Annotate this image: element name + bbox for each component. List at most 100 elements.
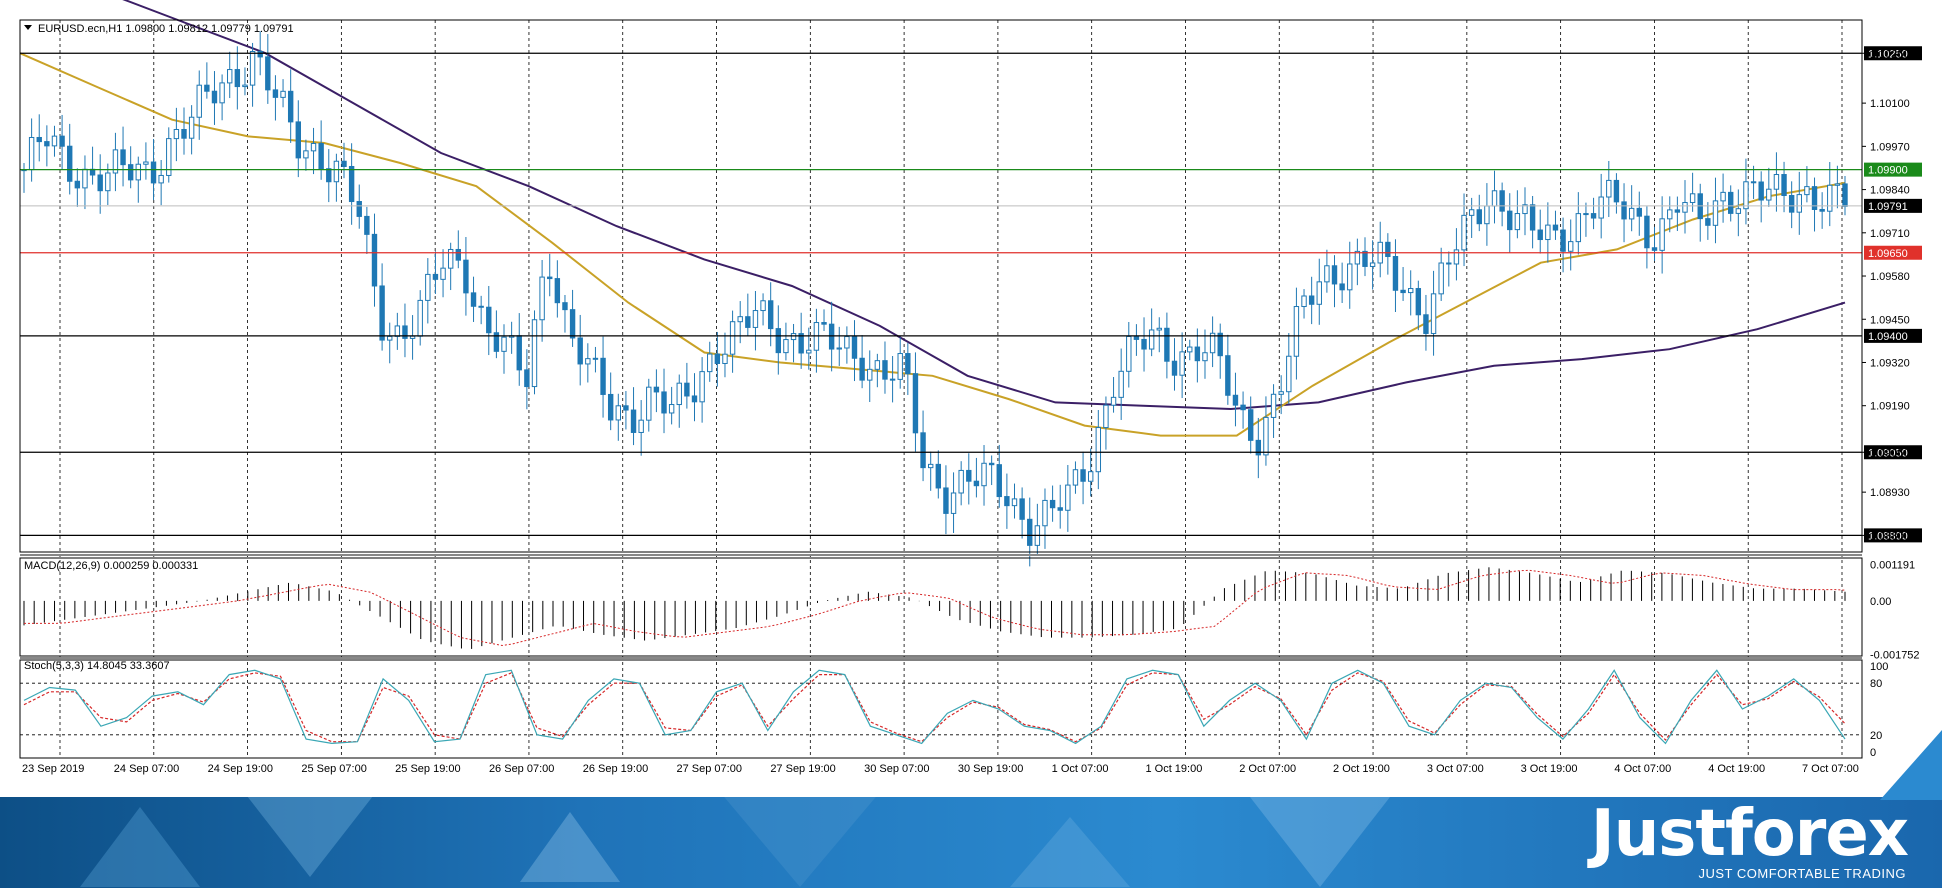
banner-shape <box>1250 797 1390 887</box>
candle-bull <box>1514 213 1521 231</box>
y-tick-label: 1.09450 <box>1870 314 1910 326</box>
candle-bull <box>1278 391 1284 395</box>
candle-bull <box>676 382 682 406</box>
candle-bear <box>120 149 126 166</box>
candle-bear <box>905 353 911 375</box>
candle-bull <box>897 353 903 380</box>
candle-bull <box>790 333 797 341</box>
candle-bull <box>166 138 172 176</box>
candle-bear <box>943 487 949 514</box>
candle-bull <box>836 347 842 350</box>
panel-frames <box>19 19 1863 759</box>
candle-bull <box>531 319 538 388</box>
candle-bear <box>623 405 629 411</box>
candle-bull <box>105 172 111 192</box>
x-tick-label: 27 Sep 07:00 <box>677 763 742 775</box>
axes: 23 Sep 2019 24 Sep 07:00 24 Sep 19:00 25 Se… <box>22 48 1910 775</box>
candle-bull <box>409 335 416 339</box>
level-price-text: 1.09050 <box>1868 447 1908 459</box>
candle-bull <box>1347 263 1353 291</box>
candle-bull <box>1545 224 1551 241</box>
candle-bull <box>1804 186 1810 196</box>
candle-bear <box>554 278 561 304</box>
x-tick-label: 1 Oct 07:00 <box>1052 763 1109 775</box>
candle-bear <box>318 142 324 170</box>
candle-bear <box>234 69 241 88</box>
candle-bear <box>1141 338 1147 350</box>
candle-bear <box>1400 289 1406 294</box>
candle-bear <box>973 480 980 487</box>
candle-bear <box>988 462 995 466</box>
y-tick-label: 1.09320 <box>1870 357 1910 369</box>
x-tick-label: 2 Oct 19:00 <box>1333 763 1390 775</box>
candle-bull <box>135 163 141 181</box>
candle-bear <box>1560 229 1566 252</box>
x-tick-label: 30 Sep 07:00 <box>864 763 929 775</box>
candle-bull <box>729 321 736 355</box>
level-price-tag <box>1864 328 1922 343</box>
candle-bull <box>227 69 233 84</box>
candle-bull <box>1468 209 1475 216</box>
candle-bull <box>173 128 180 140</box>
candle-bull <box>844 336 850 349</box>
candle-bull <box>1156 327 1162 331</box>
candle-bull <box>280 90 286 98</box>
candle-bear <box>577 337 583 365</box>
candle-bull <box>1110 396 1117 406</box>
candle-bull <box>447 248 454 269</box>
candle-bull <box>1598 196 1604 219</box>
corner-accent <box>1880 730 1942 800</box>
collapse-triangle-icon[interactable] <box>24 25 32 30</box>
level-price-text: 1.09400 <box>1868 331 1908 343</box>
candle-bull <box>1148 329 1155 350</box>
candle-bull <box>219 82 225 104</box>
macd-y-tick-label: 0.001191 <box>1870 559 1915 571</box>
candle-bear <box>912 373 919 434</box>
y-tick-label: 1.09190 <box>1870 401 1910 413</box>
candle-bull <box>1126 335 1132 372</box>
candle-bear <box>516 335 522 371</box>
candle-bear <box>828 323 835 350</box>
y-tick-label: 1.09050 <box>1870 447 1910 459</box>
candle-bear <box>478 305 484 308</box>
banner-shape <box>240 797 380 877</box>
candle-bull <box>874 360 881 370</box>
candle-bear <box>920 432 926 469</box>
candle-bear <box>364 215 370 235</box>
candle-bull <box>1118 370 1124 398</box>
candle-bull <box>1453 249 1460 265</box>
candle-bear <box>348 165 355 203</box>
level-price-tag <box>1864 46 1922 61</box>
candle-bear <box>272 89 279 98</box>
candle-bull <box>707 353 713 373</box>
candle-bull <box>1766 188 1772 201</box>
candle-bear <box>1819 208 1825 212</box>
candle-bull <box>1568 241 1574 252</box>
candle-bull <box>1316 281 1322 305</box>
y-tick-label: 1.09580 <box>1870 271 1910 283</box>
candle-bear <box>889 378 896 381</box>
candle-bull <box>1293 306 1300 357</box>
candle-bull <box>760 300 766 312</box>
candle-bear <box>1019 498 1025 520</box>
candle-bear <box>1133 335 1140 340</box>
candle-bull <box>1011 498 1018 507</box>
candle-bear <box>851 336 858 359</box>
candle-bull <box>394 325 401 337</box>
candle-bear <box>1552 224 1559 231</box>
level-price-text: 1.09900 <box>1868 165 1908 177</box>
level-price-tag <box>1864 445 1922 460</box>
candle-bear <box>524 369 530 388</box>
y-tick-label: 1.09840 <box>1870 185 1910 197</box>
candle-bull <box>1484 205 1490 225</box>
level-price-tag <box>1864 162 1922 177</box>
stoch-y-tick-label: 0 <box>1870 747 1876 759</box>
candle-bear <box>1644 215 1650 249</box>
x-tick-label: 2 Oct 07:00 <box>1239 763 1296 775</box>
candle-bull <box>425 273 431 301</box>
stoch-y-tick-label: 80 <box>1870 678 1882 690</box>
candle-bear <box>569 309 576 339</box>
candle-bear <box>1651 247 1658 251</box>
candle-bear <box>661 391 667 414</box>
macd-y-tick-label: 0.00 <box>1870 596 1891 608</box>
